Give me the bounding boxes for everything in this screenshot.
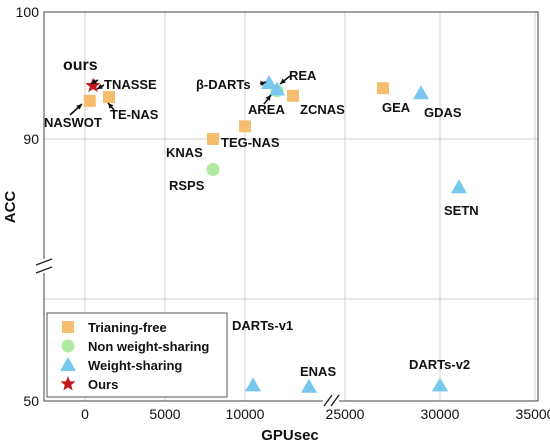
x-axis-title: GPUsec: [261, 427, 319, 444]
point-darts-v2-marker: [432, 377, 448, 392]
point-setn-marker: [451, 179, 467, 194]
point-darts-v1-label: DARTs-v1: [232, 318, 293, 333]
point--darts-label: β-DARTs: [196, 77, 251, 92]
grid-lines: [44, 12, 538, 401]
point-te-nas-label: TE-NAS: [110, 107, 159, 122]
ours-annotation: ours: [63, 57, 98, 74]
plot-area-frame: [43, 11, 539, 402]
legend-label-trainingfree: Trianing-free: [88, 320, 167, 335]
point-zcnas-marker: [287, 89, 299, 102]
point-naswot-label: NASWOT: [44, 115, 102, 130]
legend-marker-ws: [60, 357, 76, 371]
tick-labels: 0 5000 10000 25000 30000 35000 50 90 100: [16, 4, 550, 422]
point-enas-marker: [301, 378, 317, 393]
beta-darts-arrow-head: [260, 81, 266, 87]
rea-arrow-head: [280, 78, 286, 84]
legend-label-ours: Ours: [88, 377, 118, 392]
point-gea-marker: [377, 82, 389, 95]
point-knas-label: KNAS: [166, 145, 203, 160]
point-labels: NASWOT TE-NAS KNAS TEG-NAS ZCNAS GEA RSPS REA β-…: [44, 68, 479, 379]
x-tick-label: 30000: [421, 406, 460, 422]
point-rsps-marker: [206, 162, 220, 176]
x-tick-label: 10000: [226, 406, 265, 422]
ours-annotation-text: ours: [63, 57, 98, 74]
point-darts-v1-marker: [245, 377, 261, 392]
legend-marker-ours: [60, 376, 76, 391]
point-darts-v2-label: DARTs-v2: [409, 357, 470, 372]
x-axis-break: [323, 394, 340, 408]
point-zcnas-label: ZCNAS: [300, 102, 345, 117]
legend-marker-trainingfree: [62, 321, 74, 333]
y-tick-label: 90: [23, 131, 39, 147]
y-tick-label: 100: [16, 4, 40, 20]
tnasse-arrow-head: [97, 84, 103, 89]
x-tick-label: 5000: [149, 406, 180, 422]
point-tnasse-marker: [85, 77, 101, 93]
legend-marker-nonws: [61, 339, 75, 353]
x-tick-label: 35000: [516, 406, 550, 422]
ours-arrow-head: [91, 79, 97, 84]
y-axis-title: ACC: [2, 191, 19, 224]
naswot-arrow-head: [76, 104, 82, 110]
point-te-nas-marker: [103, 91, 115, 104]
point-rea-label: REA: [289, 68, 317, 83]
area-arrow-head: [265, 95, 271, 101]
x-tick-label: 0: [81, 406, 89, 422]
point-knas-marker: [207, 133, 219, 145]
tenas-arrow-head: [108, 103, 114, 109]
legend-box: [46, 312, 228, 398]
legend: Trianing-free Non weight-sharing Weight-sh…: [46, 312, 228, 398]
point-teg-nas-marker: [239, 120, 251, 133]
point-area-label: AREA: [248, 102, 285, 117]
point-tnasse-label: TNASSE: [104, 77, 157, 92]
point-teg-nas-label: TEG-NAS: [221, 135, 280, 150]
y-axis-break: [35, 258, 53, 274]
data-points: [83, 75, 467, 393]
x-tick-label: 25000: [326, 406, 365, 422]
point-enas-label: ENAS: [300, 364, 336, 379]
point-naswot-marker: [83, 94, 96, 107]
point-rsps-label: RSPS: [169, 178, 205, 193]
point-gdas-label: GDAS: [424, 105, 462, 120]
point-gea-label: GEA: [382, 100, 411, 115]
point-gdas-marker: [413, 85, 429, 100]
y-tick-label: 50: [23, 393, 39, 409]
point-area-marker: [269, 81, 285, 96]
point--darts-marker: [261, 75, 277, 90]
legend-label-ws: Weight-sharing: [88, 358, 182, 373]
point-setn-label: SETN: [444, 203, 479, 218]
legend-label-nonws: Non weight-sharing: [88, 339, 209, 354]
